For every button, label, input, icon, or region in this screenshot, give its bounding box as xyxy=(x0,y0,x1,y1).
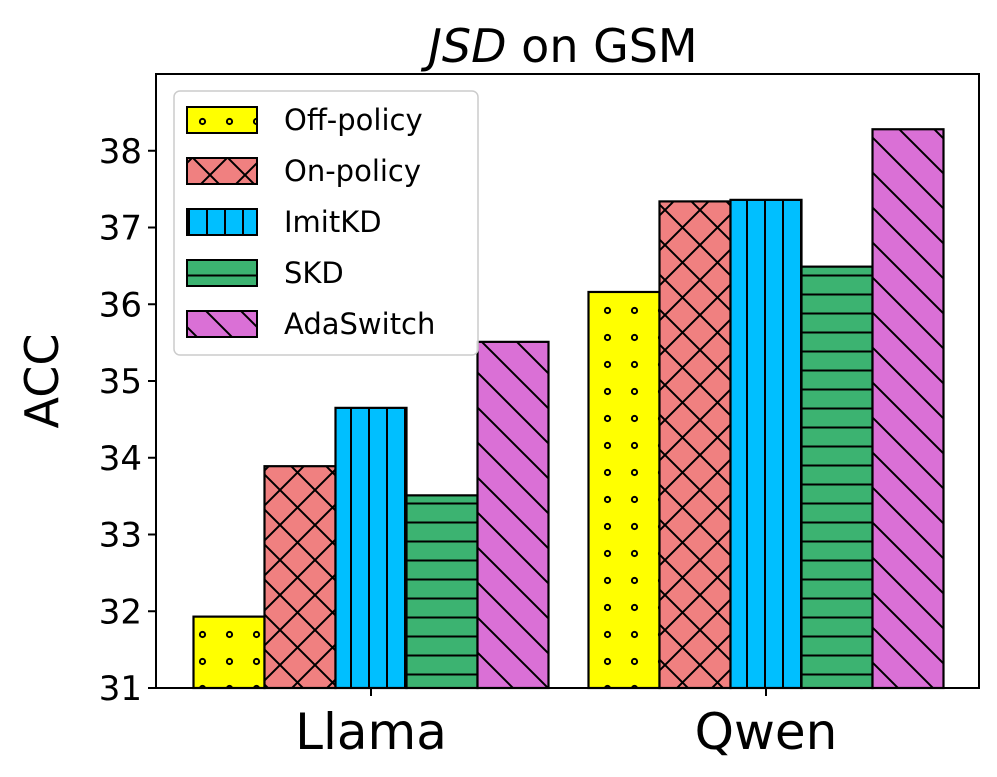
bar-qwen-off-policy xyxy=(587,290,661,690)
chart-title: JSD on GSM xyxy=(420,19,697,73)
y-tick-label: 31 xyxy=(99,669,142,709)
legend-swatch-skd xyxy=(186,259,258,287)
y-tick-label: 33 xyxy=(99,516,142,556)
x-tick-label-qwen: Qwen xyxy=(695,703,838,761)
legend-label-skd: SKD xyxy=(284,256,344,290)
legend-label-on-policy: On-policy xyxy=(284,154,421,188)
y-tick-label: 36 xyxy=(99,285,142,325)
bar-llama-on-policy xyxy=(263,465,337,690)
legend-label-imitkd: ImitKD xyxy=(284,205,382,239)
bar-qwen-on-policy xyxy=(658,200,732,690)
legend-swatch-imitkd xyxy=(186,208,258,236)
bar-qwen-adaswitch xyxy=(871,128,945,690)
legend-swatch-on-policy xyxy=(186,157,258,185)
y-tick-label: 35 xyxy=(99,362,142,402)
y-tick-label: 34 xyxy=(99,439,142,479)
legend-swatch-adaswitch xyxy=(186,310,258,338)
legend-swatch-off-policy xyxy=(186,106,258,134)
bar-llama-skd xyxy=(405,494,479,690)
bar-llama-adaswitch xyxy=(476,340,550,690)
legend: Off-policy On-policy ImitKD SKD AdaSwitch xyxy=(173,90,479,356)
title-rest-part: on GSM xyxy=(507,19,698,73)
legend-label-off-policy: Off-policy xyxy=(284,103,423,137)
x-tick-label-llama: Llama xyxy=(295,703,447,761)
ticks-layer: 31 32 33 34 35 36 37 38 Llama Qwen xyxy=(99,132,838,761)
y-tick-label: 37 xyxy=(99,209,142,249)
bar-llama-off-policy xyxy=(192,615,266,690)
title-italic-part: JSD xyxy=(420,19,506,73)
bar-qwen-skd xyxy=(800,265,874,690)
legend-label-adaswitch: AdaSwitch xyxy=(284,307,435,341)
y-tick-label: 38 xyxy=(99,132,142,172)
bar-qwen-imitkd xyxy=(729,198,803,690)
y-axis-label: ACC xyxy=(15,334,69,429)
y-tick-label: 32 xyxy=(99,592,142,632)
bars-layer xyxy=(192,128,945,690)
bar-llama-imitkd xyxy=(334,406,408,690)
